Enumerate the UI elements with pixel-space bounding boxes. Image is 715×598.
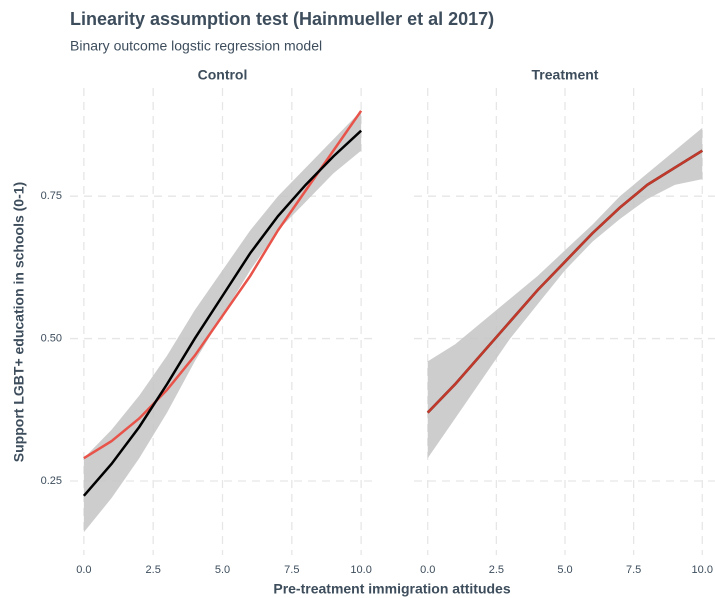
- confidence-band: [83, 110, 362, 533]
- x-tick-label: 5.0: [215, 564, 230, 576]
- line: [426, 149, 703, 414]
- x-tick-label: 7.5: [626, 564, 641, 576]
- confidence-band: [427, 127, 703, 459]
- x-tick-label: 0.0: [420, 564, 435, 576]
- x-tick-label: 2.5: [146, 564, 161, 576]
- x-axis-label: Pre-treatment immigration attitudes: [273, 581, 510, 597]
- line: [83, 110, 363, 460]
- x-tick-label: 2.5: [489, 564, 504, 576]
- chart-subtitle: Binary outcome logstic regression model: [70, 38, 322, 54]
- y-tick-label: 0.50: [41, 332, 62, 344]
- y-axis-label: Support LGBT+ education in schools (0-1): [11, 182, 27, 462]
- y-tick-label: 0.25: [41, 475, 62, 487]
- y-tick-label: 0.75: [41, 190, 62, 202]
- x-tick-label: 7.5: [284, 564, 299, 576]
- facet-title: Control: [198, 67, 248, 83]
- line: [82, 129, 362, 497]
- x-tick-label: 0.0: [76, 564, 91, 576]
- x-tick-label: 10.0: [350, 564, 371, 576]
- chart-title: Linearity assumption test (Hainmueller e…: [70, 9, 494, 29]
- facet-title: Treatment: [532, 67, 599, 83]
- x-tick-label: 10.0: [692, 564, 713, 576]
- x-tick-label: 5.0: [557, 564, 572, 576]
